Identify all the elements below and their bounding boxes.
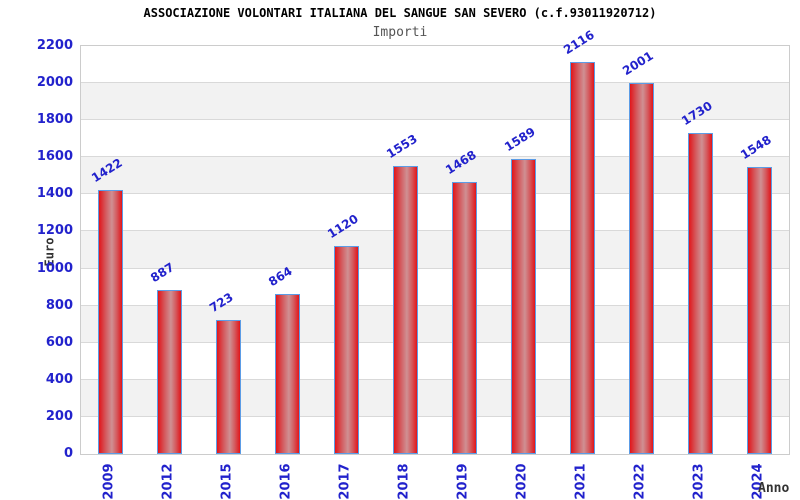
bar-2020 [511,159,536,454]
bar-2023 [688,133,713,454]
y-tick-label: 1000 [36,260,73,276]
x-tick-label-text: 2009 [102,462,117,500]
bar-2022 [629,82,654,454]
bar-2009 [98,190,123,454]
plot-band [81,120,789,157]
x-tick-label-text: 2016 [279,462,294,500]
x-tick-2012: 2012 [149,459,189,500]
y-tick-label: 2000 [36,75,73,91]
x-tick-2022: 2022 [621,459,661,500]
bar-2015 [216,319,241,454]
gridline [81,267,789,269]
gridline [81,156,789,158]
gridline [81,415,789,417]
x-tick-2018: 2018 [385,459,425,500]
y-tick-label: 1800 [36,112,73,128]
chart-title: ASSOCIAZIONE VOLONTARI ITALIANA DEL SANG… [143,6,657,20]
bar-2012 [157,289,182,454]
bar-2017 [334,246,359,454]
x-tick-2023: 2023 [680,459,720,500]
x-tick-label-text: 2015 [220,462,235,500]
y-tick-label: 400 [45,371,73,387]
plot-band [81,269,789,306]
x-tick-2017: 2017 [326,459,366,500]
x-tick-label-text: 2023 [692,462,707,500]
gridline [81,119,789,121]
plot-band [81,157,789,195]
plot-band [81,194,789,231]
x-tick-2015: 2015 [208,459,248,500]
x-tick-label-text: 2021 [574,462,589,500]
y-tick-label: 200 [45,408,73,424]
gridline [81,230,789,232]
y-tick-label: 800 [45,297,73,313]
x-tick-label-text: 2022 [633,462,648,500]
bar-2021 [570,61,595,454]
y-tick-label: 1400 [36,186,73,202]
plot-band [81,343,789,380]
y-tick-label: 600 [45,334,73,350]
gridline [81,82,789,84]
y-tick-label: 0 [63,446,73,461]
x-axis-label: Anno [758,481,790,496]
y-tick-label: 2200 [36,38,73,53]
y-tick-label: 1600 [36,149,73,165]
bar-2016 [275,293,300,454]
y-tick-label: 1200 [36,223,73,239]
x-tick-2021: 2021 [562,459,602,500]
plot-band [81,417,789,454]
bar-2024 [747,166,772,454]
plot-area: 1422 887 723 864 1120 1553 1468 1589 2116 2001 173… [80,27,790,455]
plot-band [81,305,789,343]
x-tick-label-text: 2018 [397,462,412,500]
plot-band [81,231,789,269]
x-tick-label-text: 2020 [515,462,530,500]
plot-band [81,83,789,121]
x-tick-label-text: 2019 [456,462,471,500]
x-tick-2016: 2016 [267,459,307,500]
x-tick-label-text: 2017 [338,462,353,500]
x-tick-2020: 2020 [503,459,543,500]
x-tick-2009: 2009 [90,459,130,500]
gridline [81,378,789,380]
plot-band [81,379,789,417]
bar-2018 [393,166,418,454]
plot-band [81,46,789,83]
bar-2019 [452,181,477,454]
chart-subtitle: Importi [372,25,428,40]
gridline [81,341,789,343]
x-tick-label-text: 2012 [161,462,176,500]
gridline [81,304,789,306]
x-tick-2019: 2019 [444,459,484,500]
gridline [81,193,789,195]
